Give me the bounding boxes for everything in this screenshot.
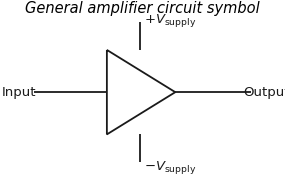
Text: General amplifier circuit symbol: General amplifier circuit symbol [25,1,260,16]
Text: Input: Input [1,86,36,99]
Text: Output: Output [243,86,285,99]
Text: $+V_{\mathregular{supply}}$: $+V_{\mathregular{supply}}$ [144,12,196,29]
Text: $-V_{\mathregular{supply}}$: $-V_{\mathregular{supply}}$ [144,159,196,176]
